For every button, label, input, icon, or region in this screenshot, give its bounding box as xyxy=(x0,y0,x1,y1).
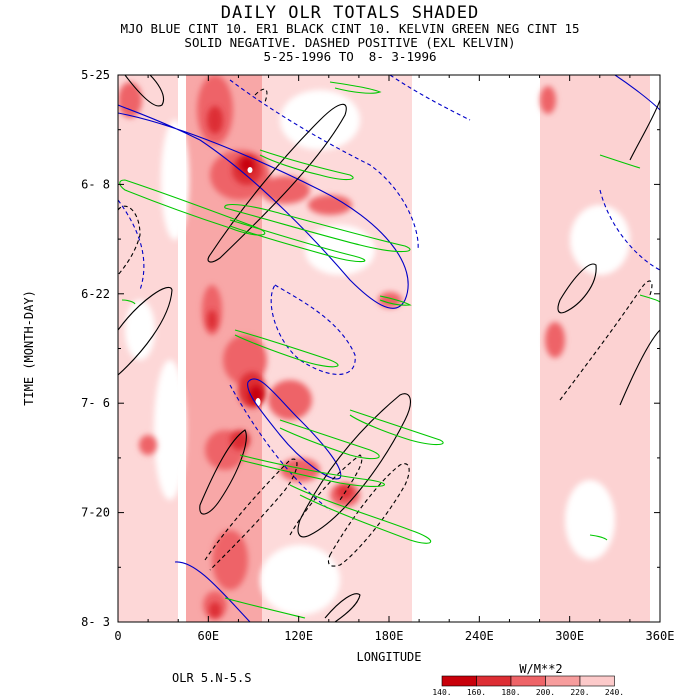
x-tick-label: 240E xyxy=(465,629,494,643)
y-tick-label: 7- 6 xyxy=(81,396,110,410)
wave-contours xyxy=(118,75,660,622)
chart-title: DAILY OLR TOTALS SHADED xyxy=(220,3,480,23)
colorbar-level-label: 140. xyxy=(432,688,451,697)
y-tick-label: 8- 3 xyxy=(81,615,110,629)
x-tick-label: 300E xyxy=(555,629,584,643)
chart-subtitle-2: SOLID NEGATIVE. DASHED POSITIVE (EXL KEL… xyxy=(184,35,516,50)
y-axis-label: TIME (MONTH-DAY) xyxy=(22,290,36,406)
x-tick-label: 60E xyxy=(197,629,219,643)
colorbar-level-label: 180. xyxy=(501,688,520,697)
y-tick-label: 5-25 xyxy=(81,68,110,82)
colorbar-swatch xyxy=(579,675,615,687)
region-label: OLR 5.N-5.S xyxy=(172,671,251,685)
y-axis: 5-25 6- 8 6-22 7- 6 7-20 8- 3 xyxy=(81,68,660,629)
y-tick-label: 6- 8 xyxy=(81,177,110,191)
colorbar-level-label: 200. xyxy=(536,688,555,697)
colorbar: W/M**2 140. 160. 180. 200. 220. 240. xyxy=(432,662,624,697)
kelvin-contours xyxy=(119,81,660,619)
olr-shading xyxy=(118,75,650,622)
x-tick-label: 180E xyxy=(375,629,404,643)
colorbar-level-label: 220. xyxy=(570,688,589,697)
y-tick-label: 7-20 xyxy=(81,506,110,520)
x-axis-label: LONGITUDE xyxy=(356,650,421,664)
chart-subtitle-1: MJO BLUE CINT 10. ER1 BLACK CINT 10. KEL… xyxy=(120,21,580,36)
x-tick-label: 120E xyxy=(284,629,313,643)
y-tick-label: 6-22 xyxy=(81,287,110,301)
colorbar-level-label: 240. xyxy=(605,688,624,697)
colorbar-unit: W/M**2 xyxy=(519,662,562,676)
x-axis: 0 60E 120E 180E 240E 300E 360E xyxy=(114,75,674,643)
x-tick-label: 0 xyxy=(114,629,121,643)
colorbar-swatch xyxy=(545,675,581,687)
colorbar-swatch xyxy=(476,675,512,687)
colorbar-swatch xyxy=(441,675,477,687)
colorbar-level-label: 160. xyxy=(467,688,486,697)
chart-subtitle-3: 5-25-1996 TO 8- 3-1996 xyxy=(263,49,437,64)
colorbar-swatch xyxy=(510,675,546,687)
x-tick-label: 360E xyxy=(646,629,675,643)
er-contours xyxy=(118,75,660,622)
